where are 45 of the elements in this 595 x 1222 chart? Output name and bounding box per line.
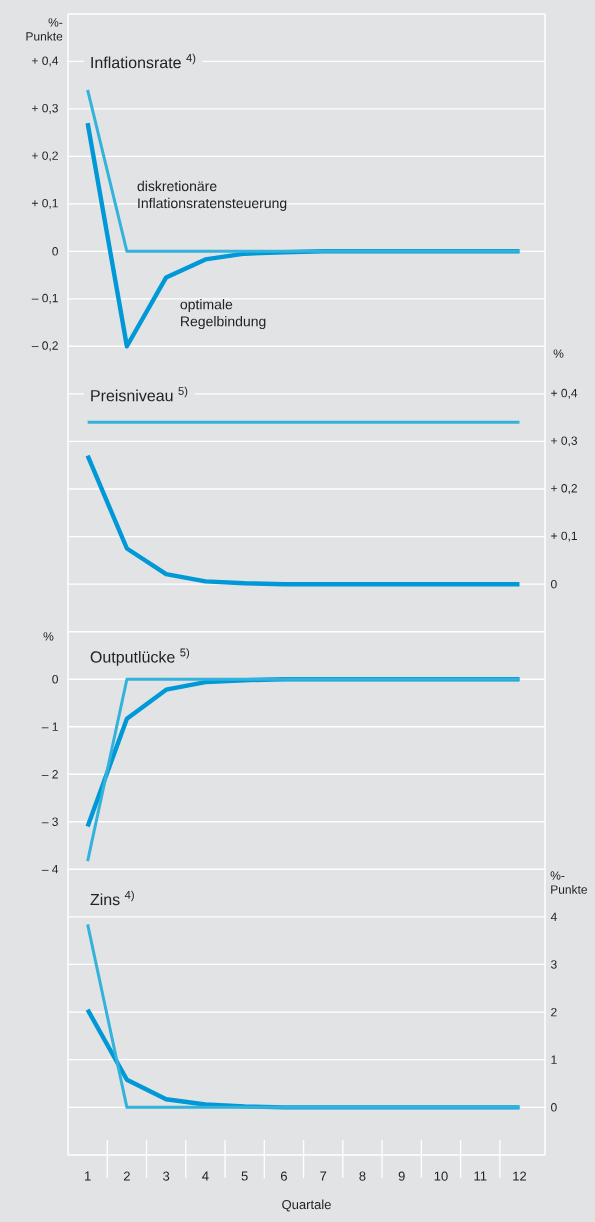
y-tick-label: + 0,1 [32, 198, 58, 209]
y2-tick-label: 4 [550, 912, 557, 921]
y2-tick-label: 0 [551, 1103, 557, 1112]
x-tick-label: 9 [398, 1171, 405, 1181]
x-tick-label: 4 [202, 1171, 209, 1181]
x-tick-label: 1 [85, 1171, 91, 1181]
x-tick-label: 12 [513, 1171, 527, 1181]
x-tick-label: 10 [434, 1171, 448, 1181]
text: Preisniveau $^{5)}$ [91, 386, 188, 402]
series-label: optimale Regelbindung [180, 299, 266, 330]
y-tick-label: 0 [52, 247, 58, 256]
x-tick-label: 7 [320, 1171, 327, 1181]
y-tick-label: – 4 [41, 865, 59, 874]
y-axis-title: %-Punkte [26, 18, 63, 41]
x-tick-label: 2 [123, 1171, 130, 1181]
y-tick-label: – 0,1 [31, 293, 58, 304]
y-tick-label: + 0,3 [32, 103, 58, 114]
x-tick-label: 8 [359, 1171, 366, 1181]
y-tick-label: – 1 [41, 722, 58, 731]
x-axis-title: Quartale [282, 1199, 331, 1212]
y2-tick-label: 0 [551, 579, 557, 589]
x-tick-label: 3 [163, 1171, 170, 1181]
y-tick-label: – 3 [41, 817, 58, 826]
y-tick-label: – 0,2 [31, 341, 58, 352]
y2-tick-label: + 0,2 [551, 484, 577, 494]
y2-tick-label: + 0,4 [551, 388, 578, 399]
x-tick-label: 5 [241, 1171, 248, 1181]
text: Inflationsrate $^{4)}$ [91, 53, 196, 69]
x-tick-label: 6 [280, 1171, 287, 1181]
x-tick-label: 11 [474, 1171, 487, 1181]
y-tick-label: + 0,2 [32, 151, 58, 162]
series-label: diskretionäre Inflationsratensteuerung [137, 180, 287, 211]
y-tick-label: 0 [52, 674, 58, 684]
y2-tick-label: + 0,3 [551, 436, 578, 447]
y-tick-label: + 0,4 [32, 56, 59, 67]
y2-axis-title: % [553, 349, 564, 358]
y2-tick-label: + 0,1 [551, 531, 577, 542]
y2-tick-label: 1 [551, 1055, 557, 1064]
y2-axis-title: %-Punkte [550, 871, 588, 894]
y2-tick-label: 2 [551, 1007, 557, 1017]
y-axis-title: % [43, 632, 54, 641]
chart-title: Zins $^{4)}$ [90, 890, 134, 906]
text: Outputlücke $^{5)}$ [90, 648, 190, 666]
y-tick-label: – 2 [41, 770, 58, 779]
y2-tick-label: 3 [550, 960, 557, 969]
